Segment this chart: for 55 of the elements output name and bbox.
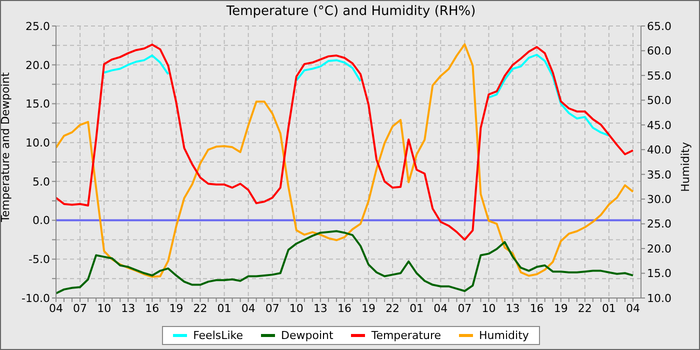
x-tick-label: 16 [337,302,352,315]
x-tick-label: 04 [49,302,63,315]
x-tick-label: 10 [97,302,112,315]
x-tick-label: 07 [73,302,88,315]
y2-tick-label: 60.0 [647,44,672,58]
legend-label: FeelsLike [193,329,244,342]
x-tick-label: 07 [265,302,280,315]
x-tick-label: 01 [217,302,232,315]
x-tick-label: 13 [313,302,328,315]
x-tick-label: 22 [386,302,400,315]
y-tick-label: 5.0 [32,175,50,188]
y2-tick-label: 20.0 [647,242,672,256]
y2-tick-label: 35.0 [647,168,672,182]
x-tick-label: 22 [193,302,208,315]
y-tick-label: 20.0 [26,58,50,72]
y2-tick-label: 55.0 [647,69,672,82]
x-tick-label: 10 [482,302,496,315]
y-tick-label: 25.0 [26,20,50,33]
x-tick-label: 10 [289,302,304,315]
y2-tick-label: 15.0 [647,267,672,280]
line-series [56,44,634,241]
y2-tick-label: 50.0 [647,94,672,108]
y2-tick-label: 25.0 [647,218,672,231]
x-tick-label: 13 [506,302,520,315]
y-tick-label: -10.0 [22,292,50,305]
y-axis-title: Temperature and Dewpoint [0,72,12,223]
legend-label: Dewpoint [281,329,334,342]
x-tick-label: 22 [578,302,592,315]
line-series [56,43,634,278]
x-tick-label: 04 [434,302,448,315]
y-tick-label: 15.0 [26,98,50,111]
y2-axis-title: Humidity [678,142,692,192]
x-tick-label: 19 [169,302,184,315]
x-tick-label: 04 [241,302,256,315]
y-tick-label: 0.0 [32,214,50,228]
x-tick-label: 16 [530,302,544,315]
x-tick-label: 04 [626,302,640,315]
line-series [56,230,634,294]
x-tick-label: 19 [362,302,376,315]
x-tick-label: 19 [554,302,568,315]
x-tick-label: 01 [602,302,616,315]
y2-tick-label: 30.0 [647,192,672,206]
y2-tick-label: 45.0 [647,118,672,132]
chart-title: Temperature (°C) and Humidity (RH%) [225,4,477,19]
legend-label: Temperature [371,329,442,342]
y2-tick-label: 10.0 [647,292,672,305]
y-tick-label: -5.0 [28,253,50,266]
x-tick-label: 07 [458,302,472,315]
x-tick-label: 16 [145,302,160,315]
legend-label: Humidity [479,329,529,342]
y-tick-label: 10.0 [26,136,50,150]
y2-tick-label: 65.0 [647,20,672,33]
y2-tick-label: 40.0 [647,144,672,157]
x-tick-label: 13 [121,302,136,315]
x-tick-label: 01 [410,302,424,315]
